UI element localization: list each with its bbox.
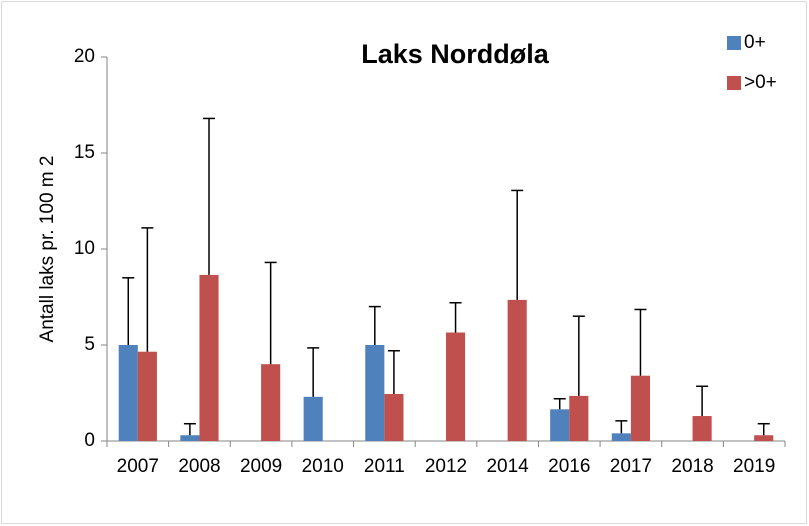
y-tick-label: 0 [84, 430, 95, 451]
y-tick-label: 15 [74, 142, 95, 163]
bar [446, 332, 466, 441]
bar [507, 299, 527, 441]
legend-label: >0+ [744, 72, 777, 93]
x-tick-label: 2011 [364, 456, 405, 477]
x-tick-label: 2014 [486, 456, 529, 477]
bar [630, 375, 651, 441]
x-tick-label: 2019 [733, 456, 775, 477]
bar [611, 433, 631, 441]
x-tick-label: 2009 [240, 456, 282, 477]
bar [137, 351, 157, 441]
bar [261, 364, 281, 441]
x-tick-label: 2010 [302, 456, 344, 477]
bar [692, 416, 712, 441]
legend-swatch [727, 36, 741, 50]
x-tick-label: 2016 [548, 456, 590, 477]
bar [303, 396, 323, 441]
legend-swatch [727, 76, 741, 90]
bar [550, 409, 570, 441]
bar [180, 435, 200, 441]
y-axis-label: Antall laks pr. 100 m 2 [37, 156, 58, 343]
y-tick-label: 5 [84, 334, 95, 355]
x-tick-label: 2018 [671, 456, 713, 477]
x-tick-label: 2007 [117, 456, 159, 477]
y-tick-label: 10 [74, 238, 95, 259]
bar [754, 435, 774, 441]
chart-title: Laks Norddøla [361, 39, 550, 69]
x-tick-label: 2017 [610, 456, 652, 477]
x-tick-label: 2012 [425, 456, 467, 477]
y-tick-label: 20 [74, 46, 95, 67]
bar [384, 393, 404, 441]
bar [118, 345, 138, 441]
bar [199, 274, 219, 441]
bar [365, 345, 385, 441]
bar [569, 395, 589, 441]
legend-label: 0+ [744, 32, 766, 53]
x-tick-label: 2008 [178, 456, 220, 477]
